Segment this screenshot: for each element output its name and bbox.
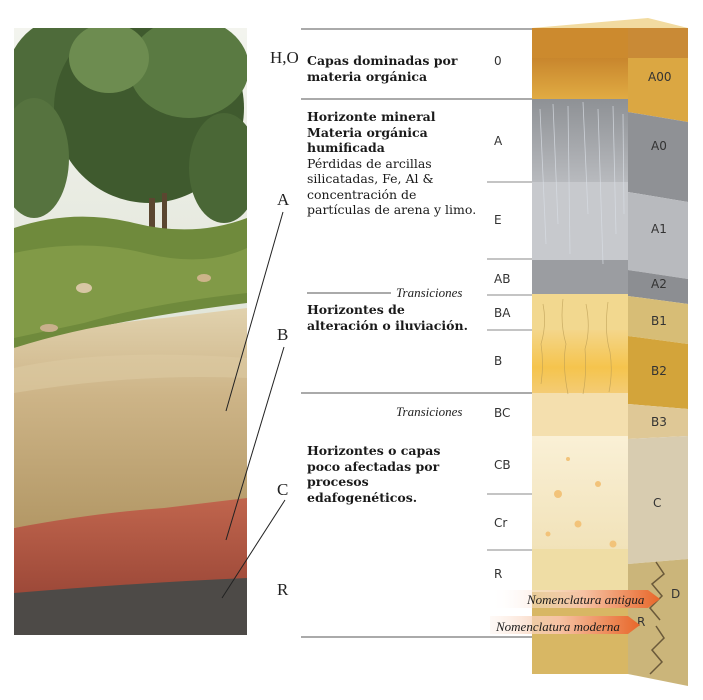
old-code-d: D xyxy=(671,587,681,601)
legend-arrows xyxy=(490,590,660,634)
transitions-label-top: Transiciones xyxy=(396,285,463,300)
old-code-b1: B1 xyxy=(651,314,667,328)
modern-code-cr: Cr xyxy=(494,516,508,530)
modern-code-ab: AB xyxy=(494,272,511,286)
level-r: R xyxy=(277,580,289,599)
organic-layers-description: Capas dominadas por materia orgánica xyxy=(307,53,458,84)
old-code-b2: B2 xyxy=(651,364,667,378)
modern-code-0: 0 xyxy=(494,54,502,68)
modern-code-b: B xyxy=(494,354,503,368)
modern-code-cb: CB xyxy=(494,458,511,472)
modern-code-r: R xyxy=(494,567,503,581)
old-code-a0: A0 xyxy=(651,139,667,153)
transitions-label-mid: Transiciones xyxy=(396,404,463,419)
old-code-b3: B3 xyxy=(651,415,667,429)
level-b: B xyxy=(277,325,289,344)
soil-profile-photo xyxy=(14,28,247,635)
mineral-horizon-description: Horizonte mineral Materia orgánica humif… xyxy=(307,109,477,217)
modern-code-a: A xyxy=(494,134,503,148)
modern-code-bc: BC xyxy=(494,406,511,420)
modern-code-ba: BA xyxy=(494,306,511,320)
soil-column-diagram xyxy=(532,18,688,686)
old-code-c: C xyxy=(653,496,662,510)
old-code-a00: A00 xyxy=(648,70,672,84)
modern-code-e: E xyxy=(494,213,502,227)
level-a: A xyxy=(277,190,290,209)
old-code-a2: A2 xyxy=(651,277,667,291)
old-code-a1: A1 xyxy=(651,222,667,236)
alteration-horizons-description: Horizontes de alteración o iluviación. xyxy=(307,302,468,333)
little-affected-horizons-description: Horizontes o capas poco afectadas por pr… xyxy=(307,443,441,505)
modern-nomenclature-arrow xyxy=(490,616,640,634)
level-c: C xyxy=(277,480,289,499)
old-nomenclature-arrow xyxy=(490,590,660,608)
level-h-o: H,O xyxy=(270,48,299,67)
old-code-r: R xyxy=(637,615,646,629)
legend-modern-label: Nomenclatura moderna xyxy=(496,619,620,634)
legend-old-label: Nomenclatura antigua xyxy=(527,592,645,607)
